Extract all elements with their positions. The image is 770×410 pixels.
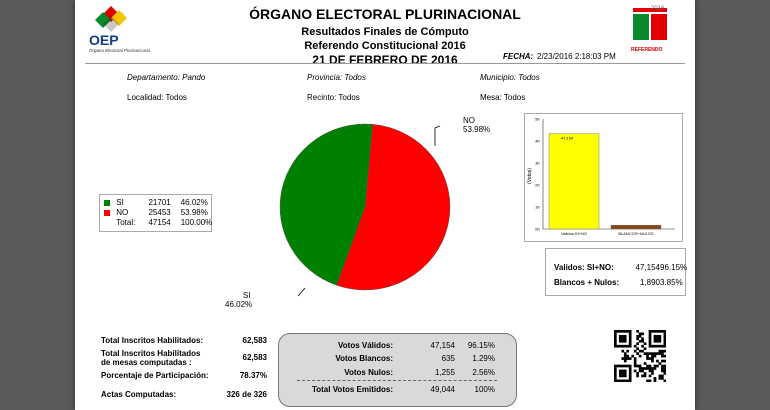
results-legend: SI 21701 46.02% NO 25453 53.98% Total: 4… [99, 194, 212, 232]
stat-inscritos-mesas-value: 62,583 [242, 353, 267, 362]
bar-ytick-label: 2K [535, 183, 540, 188]
legend-votes-si: 21701 [148, 198, 171, 207]
legend-pct-si: 46.02% [180, 198, 208, 207]
bar-ylabel: (Votos) [527, 168, 533, 184]
votes-validos-label: Votos Válidos: [338, 341, 393, 350]
bar-ytick-label: 5K [535, 117, 540, 122]
pie-label-si-name: SI [243, 291, 251, 300]
pie-leader-no [434, 125, 441, 129]
legend-pct-no: 53.98% [180, 208, 208, 217]
summary-blancos-votes: 1,890 [639, 278, 660, 287]
report-subtitle-2: Referendo Constitucional 2016 [304, 40, 466, 52]
legend-label-total: Total: [116, 218, 136, 227]
legend-swatch-si [104, 199, 110, 206]
legend-row-total: Total: 47154 100.00% [104, 218, 212, 228]
referendo-logo-caption: REFERENDO [631, 47, 663, 53]
header-divider [85, 63, 685, 64]
qr-code-icon [614, 330, 666, 382]
stat-actas-label: Actas Computadas: [101, 390, 177, 399]
votes-total-value: 49,044 [430, 385, 455, 394]
referendo-logo-year: 2016 [651, 6, 665, 12]
votes-total-pct: 100% [474, 385, 495, 394]
pie-label-si-pct: 46.02% [225, 300, 253, 309]
votes-divider [297, 380, 497, 381]
pie-chart [279, 123, 451, 297]
bar-category-label: Validos:SI+NO [561, 231, 587, 236]
pie-slice-si [279, 123, 373, 286]
legend-row-si: SI 21701 46.02% [104, 198, 208, 208]
votes-blancos-pct: 1.29% [472, 354, 495, 363]
votes-validos-pct: 96.15% [467, 341, 495, 350]
filter-mesa: Mesa: Todos [480, 93, 526, 102]
oep-logo: OEP Órgano Electoral Plurinacional [89, 4, 159, 60]
legend-label-no: NO [116, 208, 129, 217]
votes-summary-box: Votos Válidos: 47,154 96.15% Votos Blanc… [278, 333, 517, 407]
bar-ytick-label: 1K [535, 205, 540, 210]
pie-label-no-pct: 53.98% [463, 125, 491, 134]
stat-inscritos-value: 62,583 [242, 336, 267, 345]
bar-chart-frame: 0K 1K 2K 3K 4K 5K (Votos) Validos:SI+NO 47,154 BL… [524, 113, 683, 242]
report-subtitle: Resultados Finales de Cómputo [301, 26, 469, 38]
bar-data-label: 47,154 [561, 136, 574, 141]
legend-label-si: SI [116, 198, 124, 207]
summary-blancos-label: Blancos + Nulos: [554, 278, 620, 287]
report-page: OEP Órgano Electoral Plurinacional 2016 … [75, 0, 695, 410]
votes-blancos-label: Votos Blancos: [335, 354, 393, 363]
fecha-value: 2/23/2016 2:18:03 PM [537, 52, 616, 61]
oep-logo-text: OEP [89, 32, 119, 48]
filter-provincia: Provincia: Todos [307, 73, 366, 82]
report-title: ÓRGANO ELECTORAL PLURINACIONAL [249, 6, 521, 22]
referendo-emblem-icon [633, 8, 667, 40]
bar-ytick-label: 0K [535, 227, 540, 232]
valid-summary-box: Validos: SI+NO: 47,154 96.15% Blancos + … [545, 248, 688, 296]
summary-validos-votes: 47,154 [635, 263, 660, 272]
oep-emblem-icon [95, 6, 127, 32]
bar-category-label: BLANCOS+NULOS [618, 231, 654, 236]
summary-blancos-pct: 3.85% [660, 278, 683, 287]
referendo-logo: 2016 REFERENDO [631, 6, 673, 56]
votes-nulos-value: 1,255 [434, 368, 455, 377]
bar-chart: 0K 1K 2K 3K 4K 5K (Votos) Validos:SI+NO 47,154 BL… [527, 117, 675, 236]
legend-pct-total: 100.00% [180, 218, 213, 227]
stat-inscritos-mesas-label: Total Inscritos Habilitados [101, 349, 201, 358]
legend-votes-total: 47154 [148, 218, 171, 227]
bar-blancos-nulos [610, 224, 662, 230]
fecha-label: FECHA: [503, 52, 534, 61]
bar-ytick-label: 4K [535, 139, 540, 144]
votes-validos-value: 47,154 [430, 341, 455, 350]
stat-participacion-label: Porcentaje de Participación: [101, 371, 209, 380]
stat-participacion-value: 78.37% [239, 371, 267, 380]
votes-blancos-value: 635 [441, 354, 455, 363]
stat-inscritos-mesas-label-2: de mesas computadas : [101, 358, 192, 367]
stat-actas-value: 326 de 326 [226, 390, 267, 399]
legend-swatch-no [104, 209, 110, 216]
legend-row-no: NO 25453 53.98% [104, 208, 208, 218]
votes-total-label: Total Votos Emitidos: [311, 385, 393, 394]
bar-validos [548, 133, 600, 230]
pie-leader-si [297, 287, 306, 297]
filter-localidad: Localidad: Todos [127, 93, 187, 102]
filter-municipio: Municipio: Todos [480, 73, 540, 82]
summary-validos-label: Validos: SI+NO: [554, 263, 614, 272]
votes-nulos-label: Votos Nulos: [344, 368, 393, 377]
filter-recinto: Recinto: Todos [307, 93, 360, 102]
oep-logo-caption: Órgano Electoral Plurinacional [89, 48, 150, 53]
votes-nulos-pct: 2.56% [472, 368, 495, 377]
legend-votes-no: 25453 [148, 208, 171, 217]
pie-slice-no [336, 124, 451, 291]
summary-validos-pct: 96.15% [660, 263, 688, 272]
filter-departamento: Departamento: Pando [127, 73, 206, 82]
bar-ytick-label: 3K [535, 161, 540, 166]
stat-inscritos-label: Total Inscritos Habilitados: [101, 336, 204, 345]
pie-label-no-name: NO [463, 116, 475, 125]
